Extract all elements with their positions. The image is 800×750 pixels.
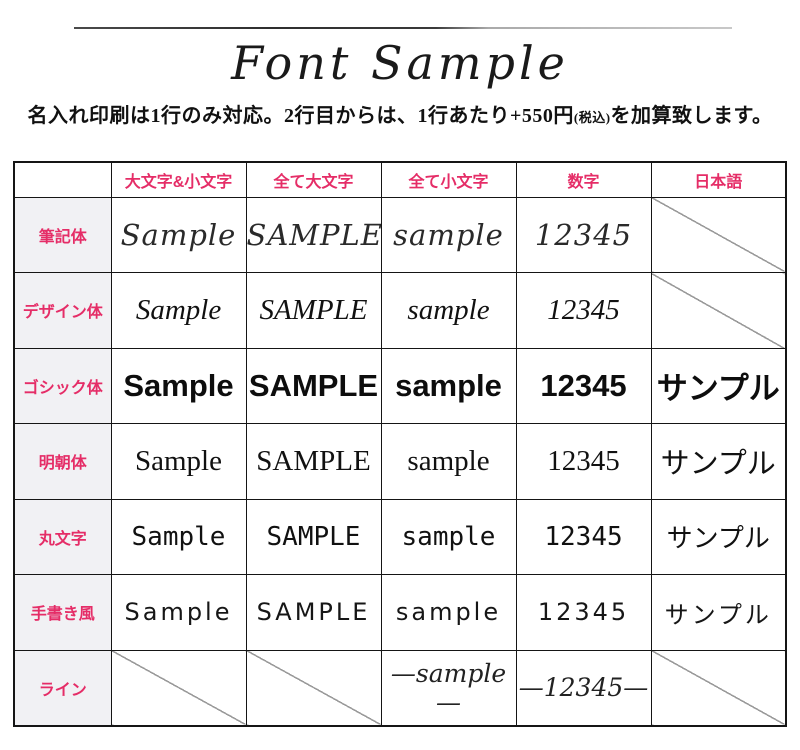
sample-cell: Sample <box>110 423 247 500</box>
sample-cell: サンプル <box>650 423 787 500</box>
sample-cell: 12345 <box>515 196 652 273</box>
na-diagonal-cell <box>650 196 787 273</box>
top-divider <box>74 27 732 29</box>
sample-cell: サンプル <box>650 574 787 651</box>
sample-cell: 12345 <box>515 272 652 349</box>
table-row-tegaki: 手書き風 Sample SAMPLE sample 12345 サンプル <box>13 574 787 651</box>
row-label: デザイン体 <box>13 272 112 349</box>
sample-cell: SAMPLE <box>245 196 382 273</box>
row-label: 明朝体 <box>13 423 112 500</box>
table-row-hikkitai: 筆記体 Sample SAMPLE sample 12345 <box>13 196 787 273</box>
pricing-note-tail: を加算致します。 <box>610 105 773 127</box>
sample-cell: Sample <box>110 498 247 575</box>
sample-cell: 12345 <box>515 574 652 651</box>
sample-cell: —sample— <box>380 649 517 726</box>
sample-cell: sample <box>380 498 517 575</box>
row-label: ゴシック体 <box>13 347 112 424</box>
sample-cell: sample <box>380 347 517 424</box>
na-diagonal-cell <box>650 272 787 349</box>
sample-cell: —12345— <box>515 649 652 726</box>
font-sample-table: 大文字&小文字 全て大文字 全て小文字 数字 日本語 筆記体 Sample SA… <box>13 161 787 727</box>
sample-cell: sample <box>380 196 517 273</box>
column-header-uppercase: 全て大文字 <box>245 161 382 198</box>
sample-cell: 12345 <box>515 347 652 424</box>
table-row-line: ライン —sample— —12345— <box>13 649 787 726</box>
sample-cell: サンプル <box>650 498 787 575</box>
sample-cell: SAMPLE <box>245 423 382 500</box>
corner-cell <box>13 161 112 198</box>
table-row-design: デザイン体 Sample SAMPLE sample 12345 <box>13 272 787 349</box>
pricing-note-main: 名入れ印刷は1行のみ対応。2行目からは、1行あたり+550円 <box>27 105 574 127</box>
row-label: 筆記体 <box>13 196 112 273</box>
page-title: Font Sample <box>231 36 569 90</box>
sample-cell: sample <box>380 423 517 500</box>
column-header-case-mixed: 大文字&小文字 <box>110 161 247 198</box>
sample-cell: SAMPLE <box>245 272 382 349</box>
row-label: 手書き風 <box>13 574 112 651</box>
row-label: ライン <box>13 649 112 726</box>
sample-cell: 12345 <box>515 423 652 500</box>
pricing-note: 名入れ印刷は1行のみ対応。2行目からは、1行あたり+550円(税込)を加算致しま… <box>0 99 800 128</box>
sample-cell: Sample <box>110 574 247 651</box>
sample-cell: sample <box>380 272 517 349</box>
column-header-lowercase: 全て小文字 <box>380 161 517 198</box>
table-row-mincho: 明朝体 Sample SAMPLE sample 12345 サンプル <box>13 423 787 500</box>
header-row: 大文字&小文字 全て大文字 全て小文字 数字 日本語 <box>13 161 787 198</box>
column-header-japanese: 日本語 <box>650 161 787 198</box>
table-row-maru: 丸文字 Sample SAMPLE sample 12345 サンプル <box>13 498 787 575</box>
sample-cell: サンプル <box>650 347 787 424</box>
sample-cell: SAMPLE <box>245 498 382 575</box>
sample-cell: SAMPLE <box>245 347 382 424</box>
na-diagonal-cell <box>245 649 382 726</box>
sample-cell: SAMPLE <box>245 574 382 651</box>
na-diagonal-cell <box>650 649 787 726</box>
sample-cell: Sample <box>110 272 247 349</box>
column-header-numbers: 数字 <box>515 161 652 198</box>
sample-cell: Sample <box>110 196 247 273</box>
na-diagonal-cell <box>110 649 247 726</box>
sample-cell: Sample <box>110 347 247 424</box>
row-label: 丸文字 <box>13 498 112 575</box>
table-row-gothic: ゴシック体 Sample SAMPLE sample 12345 サンプル <box>13 347 787 424</box>
sample-cell: sample <box>380 574 517 651</box>
sample-cell: 12345 <box>515 498 652 575</box>
pricing-note-tax: (税込) <box>573 110 611 125</box>
